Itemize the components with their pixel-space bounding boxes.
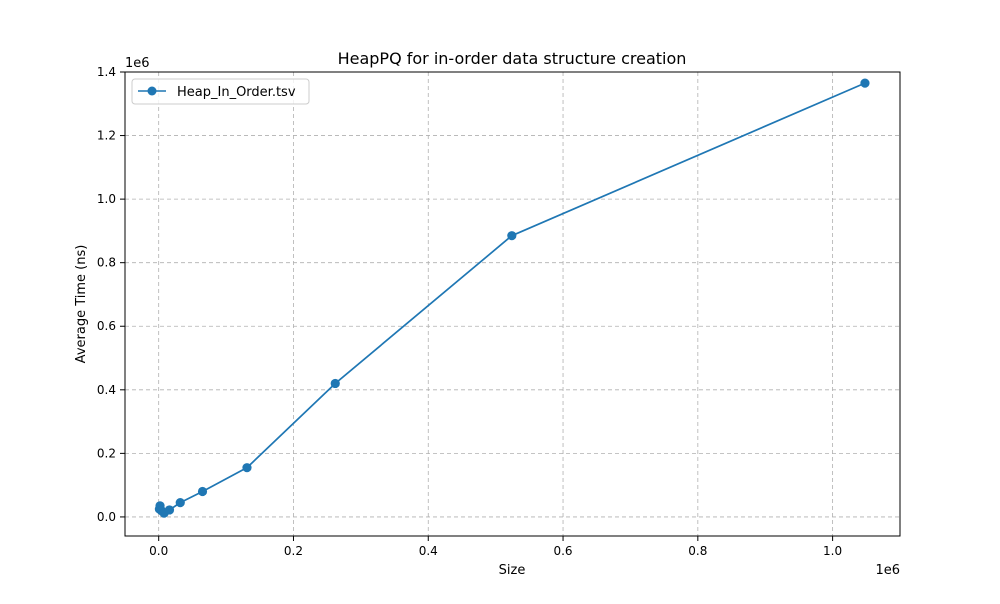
plot-frame	[124, 71, 901, 537]
legend-series-label: Heap_In_Order.tsv	[177, 85, 296, 100]
x-tick-label: 1.0	[823, 544, 842, 558]
y-tick-label: 1.0	[97, 192, 116, 206]
y-axis-ticks: 0.0 0.2 0.4 0.6 0.8 1.0 1.2 1.4	[97, 65, 125, 524]
x-tick-label: 0.8	[688, 544, 707, 558]
data-point	[860, 78, 870, 88]
data-point	[197, 486, 208, 497]
x-tick-label: 0.2	[284, 544, 303, 558]
y-axis-label: Average Time (ns)	[74, 245, 89, 364]
data-point	[242, 463, 252, 473]
y-tick-label: 1.4	[97, 65, 116, 79]
x-tick-label: 0.4	[419, 544, 438, 558]
data-point	[507, 231, 517, 241]
y-tick-label: 0.6	[97, 319, 116, 333]
y-tick-label: 0.4	[97, 383, 116, 397]
x-axis-label: Size	[499, 563, 526, 578]
y-tick-label: 1.2	[97, 129, 116, 143]
series-layer	[154, 78, 870, 518]
legend: Heap_In_Order.tsv	[131, 78, 310, 105]
legend-series-marker	[147, 86, 157, 96]
legend-box	[131, 78, 310, 105]
x-axis-ticks: 0.0 0.2 0.4 0.6 0.8 1.0	[149, 536, 842, 558]
y-tick-label: 0.8	[97, 256, 116, 270]
x-tick-label: 0.6	[553, 544, 572, 558]
data-point	[164, 505, 175, 515]
data-point	[330, 378, 340, 389]
y-axis-offset-label: 1e6	[125, 56, 150, 71]
x-axis-offset-label: 1e6	[875, 563, 900, 578]
data-point	[175, 498, 185, 508]
x-tick-label: 0.0	[149, 544, 168, 558]
chart-title: HeapPQ for in-order data structure creat…	[338, 49, 687, 68]
y-tick-label: 0.0	[97, 510, 116, 524]
y-tick-label: 0.2	[97, 446, 116, 460]
